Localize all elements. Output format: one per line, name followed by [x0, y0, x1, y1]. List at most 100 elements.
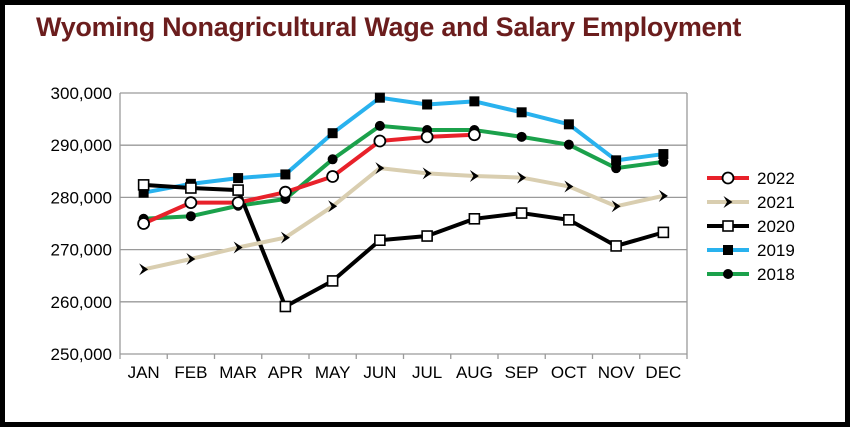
data-point: [610, 240, 622, 252]
data-point: [611, 155, 622, 166]
series: [137, 92, 670, 313]
data-point: [375, 162, 385, 175]
legend-marker: [723, 245, 733, 255]
y-tick-label: 300,000: [51, 84, 112, 103]
x-tick-label: JUN: [363, 363, 396, 382]
data-point: [515, 207, 528, 219]
data-point: [278, 185, 292, 199]
legend-item-2019: 2019: [707, 241, 795, 260]
data-point: [469, 96, 480, 107]
series-2020: [137, 179, 670, 313]
data-point: [280, 169, 291, 180]
data-point: [231, 196, 245, 210]
y-tick-label: 270,000: [51, 241, 112, 260]
legend-marker: [723, 196, 733, 208]
x-tick-label: JUL: [412, 363, 442, 382]
data-point: [374, 120, 385, 131]
data-point: [327, 154, 338, 165]
data-point: [232, 184, 244, 196]
legend-label: 2019: [757, 241, 795, 260]
series-line-2019: [143, 95, 664, 195]
data-point: [658, 156, 669, 167]
x-tick-label: AUG: [456, 363, 493, 382]
y-tick-label: 290,000: [51, 136, 112, 155]
series-line-2021: [143, 166, 664, 272]
x-tick-label: OCT: [551, 363, 587, 382]
legend-label: 2021: [757, 193, 795, 212]
legend-marker: [723, 269, 733, 279]
data-point: [185, 182, 197, 194]
series-2021: [139, 162, 668, 276]
legend-item-2018: 2018: [707, 265, 795, 284]
data-point: [658, 149, 669, 160]
data-point: [563, 139, 574, 150]
series-line-2020: [143, 182, 664, 309]
data-point: [422, 99, 433, 110]
legend-marker: [721, 171, 735, 185]
series-2019: [138, 92, 669, 198]
data-point: [420, 130, 434, 144]
data-point: [279, 300, 292, 313]
legend-label: 2022: [757, 169, 795, 188]
data-point: [138, 187, 149, 198]
data-point: [517, 171, 527, 184]
legend-item-2020: 2020: [707, 217, 795, 236]
data-point: [374, 234, 386, 247]
data-point: [563, 119, 574, 130]
gridlines: [120, 92, 687, 355]
data-point: [657, 226, 670, 239]
x-tick-labels: JAN FEB MAR APR MAY JUN JUL AUG SEP OCT NOV DEC: [128, 363, 682, 382]
series-line-2022: [142, 132, 475, 226]
legend-label: 2020: [757, 217, 795, 236]
data-point: [564, 180, 574, 193]
axes: [119, 93, 688, 359]
data-point: [467, 128, 481, 142]
data-point: [516, 107, 527, 118]
y-tick-label: 250,000: [51, 345, 112, 364]
legend-label: 2018: [757, 265, 795, 284]
data-point: [233, 241, 243, 254]
data-point: [139, 263, 149, 276]
data-point: [326, 275, 339, 287]
data-point: [563, 214, 575, 226]
data-point: [468, 213, 481, 225]
data-point: [421, 230, 433, 242]
x-tick-label: DEC: [645, 363, 681, 382]
y-tick-label: 260,000: [51, 293, 112, 312]
data-point: [374, 92, 385, 103]
data-point: [280, 231, 290, 244]
data-point: [373, 134, 387, 148]
y-tick-labels: 250,000 260,000 270,000 280,000 290,000 300,0…: [51, 84, 112, 364]
x-tick-label: NOV: [598, 363, 636, 382]
data-point: [233, 173, 244, 184]
data-point: [328, 200, 338, 213]
data-point: [658, 189, 668, 202]
legend-marker: [722, 220, 734, 232]
data-point: [469, 169, 479, 182]
data-point: [186, 252, 196, 265]
data-point: [611, 163, 622, 174]
x-tick-label: FEB: [174, 363, 207, 382]
y-tick-label: 280,000: [51, 188, 112, 207]
legend-item-2021: 2021: [707, 193, 795, 212]
x-tick-label: MAY: [315, 363, 351, 382]
data-point: [137, 217, 151, 230]
series-2022: [137, 128, 481, 230]
data-point: [184, 196, 198, 210]
x-tick-label: SEP: [505, 363, 539, 382]
x-tick-label: JAN: [128, 363, 160, 382]
x-tick-label: MAR: [219, 363, 257, 382]
x-tick-label: APR: [268, 363, 303, 382]
data-point: [327, 128, 338, 139]
data-point: [185, 211, 196, 222]
data-point: [137, 179, 150, 191]
data-point: [516, 131, 527, 142]
series-line-2018: [143, 123, 664, 221]
data-point: [422, 167, 432, 180]
legend: 2022 2021 2020 2019 2018: [707, 169, 795, 284]
data-point: [611, 200, 621, 213]
data-point: [326, 170, 340, 183]
chart-title: Wyoming Nonagricultural Wage and Salary …: [36, 12, 742, 42]
